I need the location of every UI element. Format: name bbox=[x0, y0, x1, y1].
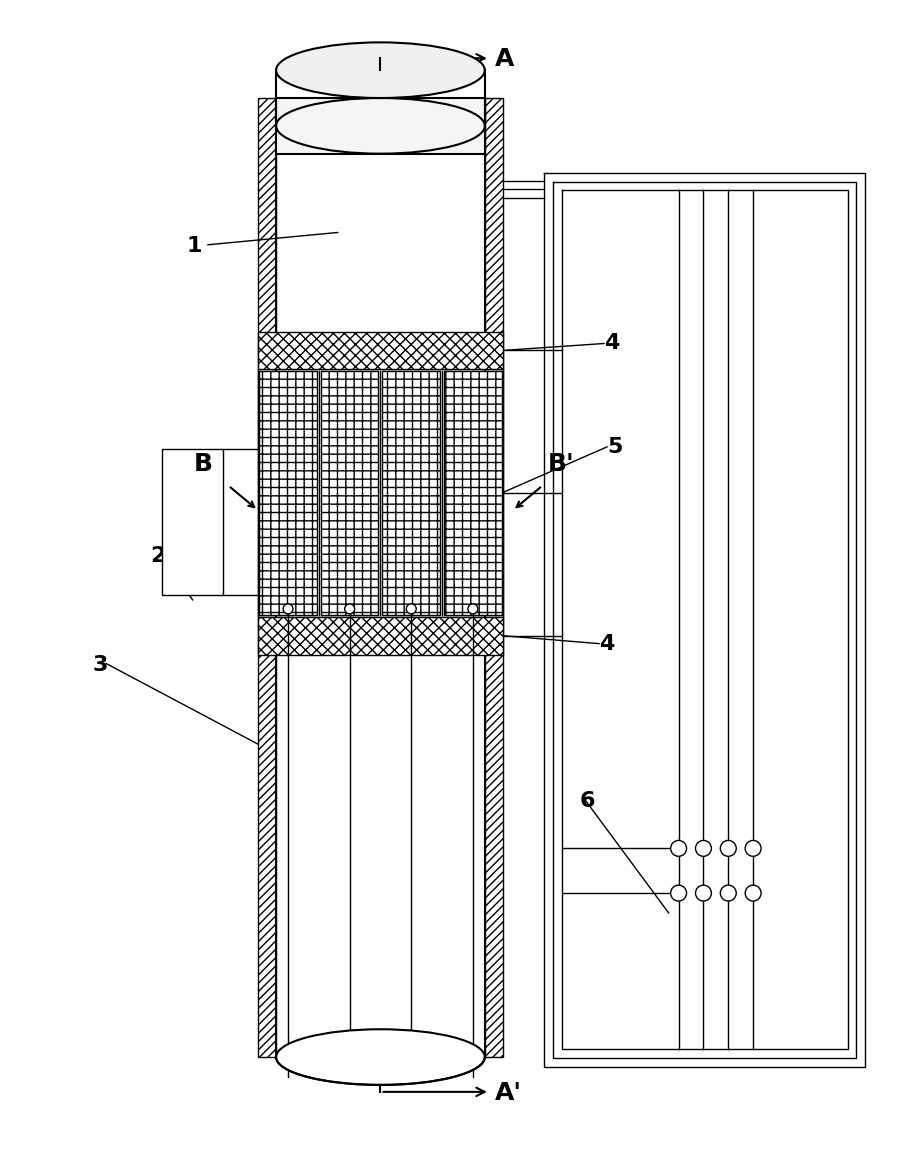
Text: A': A' bbox=[494, 1081, 521, 1104]
Circle shape bbox=[720, 885, 735, 900]
Ellipse shape bbox=[276, 42, 484, 98]
Text: 3: 3 bbox=[92, 656, 107, 676]
Circle shape bbox=[282, 604, 292, 614]
Circle shape bbox=[467, 604, 477, 614]
Bar bbox=[258, 98, 276, 1057]
Circle shape bbox=[695, 885, 711, 900]
Text: 6: 6 bbox=[578, 790, 594, 810]
Bar bbox=[259, 371, 317, 615]
Bar bbox=[258, 331, 502, 369]
Text: 4: 4 bbox=[603, 334, 619, 354]
Text: B': B' bbox=[547, 452, 574, 475]
Text: A: A bbox=[494, 47, 513, 71]
Bar bbox=[484, 98, 502, 1057]
Bar bbox=[258, 617, 502, 655]
Bar bbox=[320, 371, 378, 615]
Circle shape bbox=[720, 841, 735, 856]
Bar bbox=[444, 371, 502, 615]
Circle shape bbox=[744, 841, 760, 856]
Bar bbox=[382, 371, 439, 615]
Text: B: B bbox=[193, 452, 212, 475]
Bar bbox=[258, 369, 502, 617]
Text: 4: 4 bbox=[598, 634, 613, 653]
Text: 5: 5 bbox=[606, 437, 621, 457]
Circle shape bbox=[345, 604, 354, 614]
Bar bbox=[276, 98, 484, 153]
Circle shape bbox=[406, 604, 416, 614]
Text: 1: 1 bbox=[187, 233, 337, 256]
Circle shape bbox=[744, 885, 760, 900]
Bar bbox=[161, 448, 223, 595]
Circle shape bbox=[695, 841, 711, 856]
Text: 2: 2 bbox=[150, 546, 165, 566]
Circle shape bbox=[670, 841, 686, 856]
Circle shape bbox=[670, 885, 686, 900]
Ellipse shape bbox=[276, 1029, 484, 1084]
